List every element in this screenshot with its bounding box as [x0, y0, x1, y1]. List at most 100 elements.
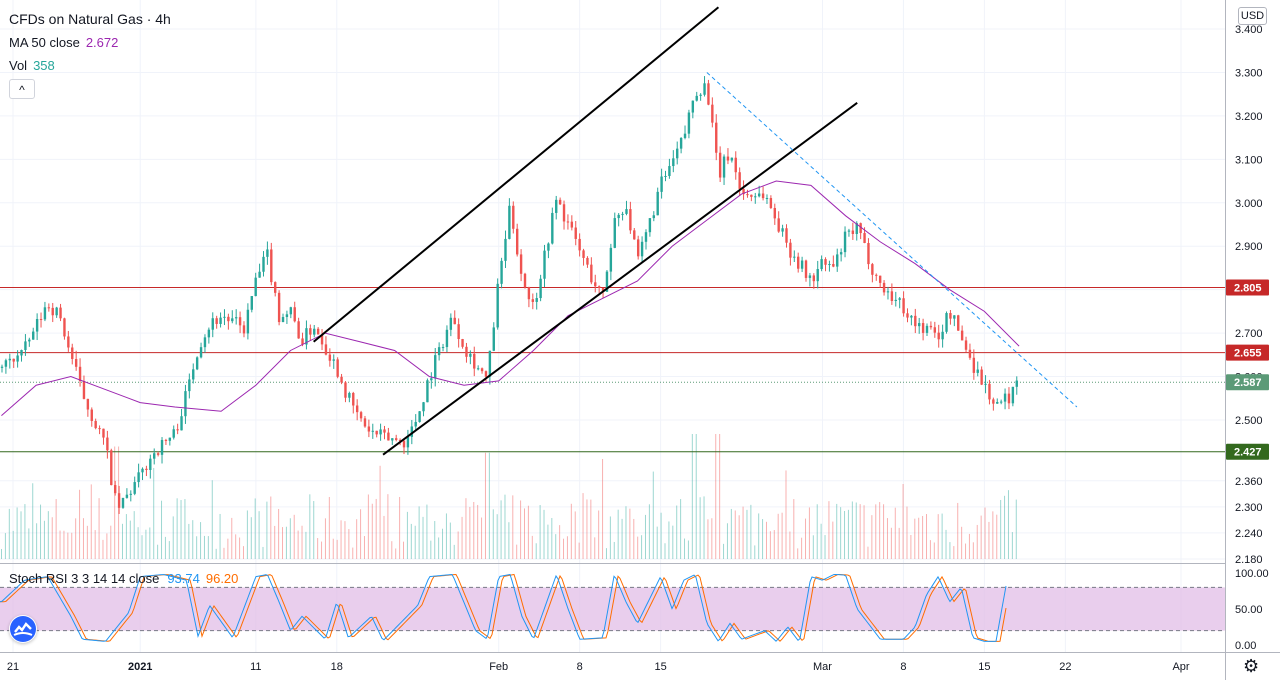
volume-bar: [676, 505, 678, 559]
candle-body: [816, 269, 819, 282]
horizontal-levels[interactable]: [0, 286, 1225, 453]
volume-bar: [855, 502, 857, 559]
volume-bar: [406, 511, 408, 559]
level-badge-bg: [1226, 279, 1269, 296]
candle-body: [812, 275, 816, 282]
volume-bar: [926, 514, 928, 559]
candle-body: [4, 360, 8, 367]
volume-bar: [223, 547, 225, 559]
volume-bar: [266, 501, 268, 559]
volume-bar: [715, 434, 717, 559]
candle-body: [51, 307, 54, 316]
candle-body: [953, 315, 956, 319]
gear-icon[interactable]: ⚙: [1243, 656, 1260, 676]
volume-bar: [55, 499, 57, 559]
volume-bar: [141, 535, 143, 559]
volume-bar: [648, 504, 650, 559]
candle-body: [449, 317, 453, 330]
candle-body: [340, 376, 343, 383]
candle-body: [234, 317, 238, 319]
candle-body: [207, 329, 211, 338]
price-tick-label: 2.360: [1235, 476, 1263, 488]
volume-bar: [121, 523, 123, 559]
price-tick-label: 2.700: [1235, 328, 1263, 340]
candle-body: [917, 323, 921, 327]
volume-bar: [723, 543, 725, 559]
time-tick-label: Feb: [489, 661, 508, 673]
candle-body: [613, 218, 616, 248]
candle-body: [215, 318, 218, 324]
volume-bar: [664, 543, 666, 559]
time-tick-label: Mar: [813, 661, 832, 673]
volume-bar: [559, 525, 561, 559]
stoch-tick-label: 50.00: [1235, 604, 1263, 616]
candle-body: [184, 391, 187, 417]
volume-bar: [508, 522, 510, 559]
candle-body: [211, 318, 214, 330]
volume-bar: [453, 544, 455, 559]
candle-body: [113, 485, 117, 494]
tradingview-logo-icon[interactable]: [9, 615, 37, 643]
candle-body: [336, 359, 339, 377]
volume-bar: [680, 499, 682, 559]
candle-body: [851, 230, 855, 234]
candle-body: [246, 309, 250, 334]
volume-bar: [203, 535, 205, 559]
candle-body: [480, 368, 484, 372]
volume-bar: [137, 527, 139, 559]
volume-bar: [726, 523, 728, 559]
candle-body: [941, 331, 944, 340]
volume-bar: [305, 531, 307, 559]
volume-bar: [344, 521, 346, 559]
volume-bar: [953, 546, 955, 559]
volume-bar: [340, 520, 342, 559]
candle-body: [328, 354, 332, 361]
collapse-legend-button[interactable]: ^: [9, 79, 35, 99]
volume-bar: [43, 520, 45, 559]
candle-body: [156, 453, 160, 455]
volume-bar: [957, 502, 959, 559]
volume-bar: [820, 523, 822, 559]
volume-bar: [180, 500, 182, 559]
candlestick-series: [0, 76, 1018, 514]
candle-body: [172, 429, 175, 438]
volume-bar: [652, 471, 654, 559]
candle-body: [434, 355, 437, 379]
volume-bar: [547, 524, 549, 559]
candle-body: [110, 450, 113, 486]
candle-body: [676, 148, 679, 159]
candle-body: [800, 260, 804, 269]
candle-body: [535, 298, 538, 302]
candle-body: [133, 482, 136, 494]
level-badge: 2.805: [1234, 282, 1262, 294]
candle-body: [270, 249, 273, 283]
time-axis[interactable]: 21 2021 11 18 Feb 8 15 Mar 8 15 22 Apr: [7, 661, 1190, 673]
candle-body: [20, 350, 23, 356]
currency-button[interactable]: USD: [1238, 7, 1267, 25]
volume-bar: [98, 498, 100, 559]
volume-bar: [1004, 495, 1006, 559]
candle-body: [832, 264, 835, 267]
candle-body: [761, 193, 765, 199]
volume-bar: [789, 531, 791, 559]
candle-body: [398, 439, 402, 441]
candle-body: [738, 172, 741, 189]
candle-body: [457, 324, 460, 340]
candle-body: [691, 100, 695, 113]
candle-body: [465, 346, 468, 357]
candle-body: [906, 313, 909, 318]
candle-body: [445, 329, 449, 348]
volume-bar: [438, 537, 440, 559]
candle-body: [406, 436, 410, 448]
volume-bar: [442, 528, 444, 559]
volume-bar: [285, 526, 287, 559]
candle-body: [992, 399, 995, 404]
trendlines[interactable]: [313, 6, 1078, 456]
candle-body: [67, 336, 70, 348]
candle-body: [968, 349, 972, 358]
time-tick-label: Apr: [1172, 661, 1189, 673]
level-badge-bg: [1226, 344, 1269, 361]
stoch-rsi-pane: [0, 573, 1225, 642]
